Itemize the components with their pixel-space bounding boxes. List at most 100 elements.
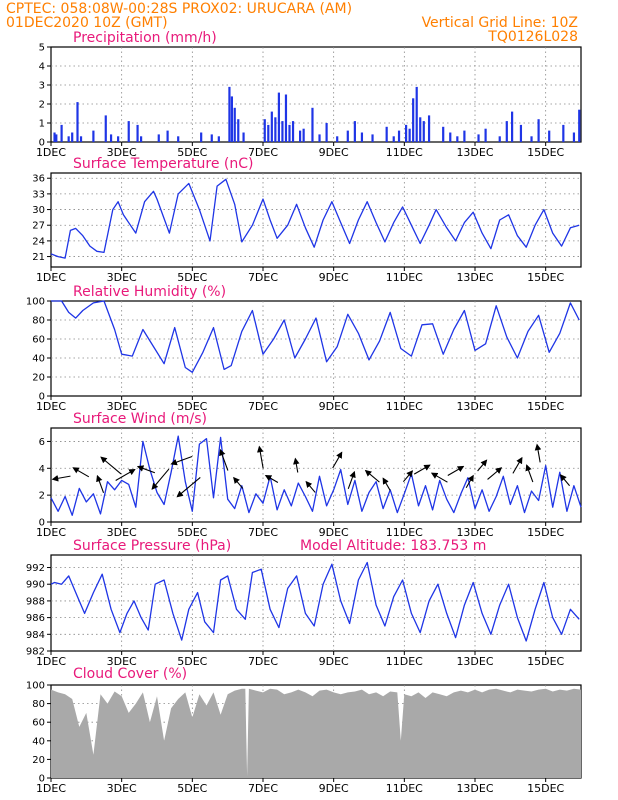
panel-title: Precipitation (mm/h) bbox=[73, 30, 217, 46]
y-tick-label: 40 bbox=[32, 736, 45, 747]
x-tick-label: 15DEC bbox=[527, 400, 564, 413]
wind-arrow bbox=[219, 448, 229, 471]
precip-bar bbox=[530, 136, 533, 142]
precip-bar bbox=[200, 132, 203, 142]
precip-bar bbox=[79, 136, 83, 142]
header-grid-note: Vertical Grid Line: 10Z bbox=[422, 15, 578, 31]
x-tick-label: 1DEC bbox=[36, 400, 66, 413]
x-tick-label: 1DEC bbox=[36, 655, 66, 668]
temp-line bbox=[50, 178, 580, 259]
x-tick-label: 5DEC bbox=[177, 271, 207, 284]
y-tick-label: 36 bbox=[32, 174, 45, 185]
precip-bar bbox=[548, 130, 551, 142]
precip-bar bbox=[274, 117, 277, 142]
y-tick-label: 2 bbox=[39, 100, 45, 111]
y-tick-label: 20 bbox=[32, 373, 45, 384]
x-tick-label: 13DEC bbox=[456, 146, 493, 159]
wind-arrow bbox=[72, 467, 90, 478]
precip-bar bbox=[76, 102, 79, 142]
panel-frame bbox=[50, 46, 582, 143]
x-tick-label: 7DEC bbox=[248, 655, 278, 668]
precip-bar bbox=[484, 128, 487, 142]
precip-bar bbox=[284, 94, 288, 142]
x-tick-label: 9DEC bbox=[319, 271, 349, 284]
y-tick-label: 5 bbox=[39, 43, 45, 54]
precip-bar bbox=[117, 136, 120, 142]
y-tick-label: 33 bbox=[32, 189, 45, 200]
x-tick-label: 13DEC bbox=[456, 271, 493, 284]
x-tick-label: 15DEC bbox=[527, 526, 564, 539]
panel-frame bbox=[50, 427, 582, 523]
y-tick-label: 986 bbox=[26, 613, 45, 624]
precip-bar bbox=[311, 107, 314, 142]
header-model-id: TQ0126L028 bbox=[487, 29, 578, 45]
precip-bar bbox=[385, 126, 388, 142]
x-tick-label: 9DEC bbox=[319, 400, 349, 413]
wind-arrow bbox=[151, 468, 170, 490]
wind-arrow bbox=[534, 443, 542, 463]
y-tick-label: 0 bbox=[39, 138, 45, 149]
x-tick-label: 15DEC bbox=[527, 782, 564, 795]
panel-title: Surface Pressure (hPa) bbox=[73, 538, 231, 554]
x-tick-label: 9DEC bbox=[319, 655, 349, 668]
panel-title: Surface Wind (m/s) bbox=[73, 411, 207, 427]
precip-bar bbox=[288, 124, 291, 142]
x-tick-label: 5DEC bbox=[177, 655, 207, 668]
y-tick-label: 4 bbox=[39, 62, 45, 73]
x-tick-label: 3DEC bbox=[107, 271, 137, 284]
wind-arrow bbox=[430, 472, 448, 483]
wind-arrow bbox=[233, 476, 244, 489]
panel-pres: 982 984 986 988 990 992 1DEC 3DEC 5DEC 7DEC 9DEC 11… bbox=[26, 538, 582, 668]
y-tick-label: 30 bbox=[32, 205, 45, 216]
panel-title: Relative Humidity (%) bbox=[73, 284, 226, 300]
precip-bar bbox=[572, 132, 576, 142]
precip-bar bbox=[157, 134, 160, 142]
precip-bar bbox=[217, 136, 220, 142]
precip-bar bbox=[449, 132, 452, 142]
y-tick-label: 27 bbox=[32, 221, 45, 232]
y-tick-label: 100 bbox=[26, 297, 45, 308]
precip-bar bbox=[537, 119, 540, 142]
x-tick-label: 15DEC bbox=[527, 146, 564, 159]
y-tick-label: 4 bbox=[39, 464, 45, 475]
x-tick-label: 11DEC bbox=[386, 526, 423, 539]
x-tick-label: 3DEC bbox=[107, 146, 137, 159]
precip-bar bbox=[228, 86, 231, 142]
precip-bar bbox=[136, 124, 139, 142]
x-tick-label: 13DEC bbox=[456, 400, 493, 413]
precip-bar bbox=[408, 128, 411, 142]
precip-bar bbox=[397, 130, 401, 142]
panel-frame bbox=[50, 300, 582, 397]
precip-bar bbox=[371, 134, 374, 142]
wind-arrow bbox=[293, 457, 300, 473]
x-tick-label: 11DEC bbox=[386, 146, 423, 159]
y-tick-label: 24 bbox=[32, 236, 45, 247]
x-tick-label: 5DEC bbox=[177, 526, 207, 539]
x-tick-label: 13DEC bbox=[456, 782, 493, 795]
wind-arrow bbox=[115, 468, 136, 481]
precip-bar bbox=[267, 124, 270, 142]
precip-bar bbox=[291, 121, 295, 142]
precip-bar bbox=[519, 124, 523, 142]
x-tick-label: 9DEC bbox=[319, 782, 349, 795]
x-tick-label: 3DEC bbox=[107, 526, 137, 539]
precip-bar bbox=[511, 111, 514, 142]
wind-arrow bbox=[264, 474, 279, 484]
precip-bar bbox=[166, 130, 169, 142]
precip-bar bbox=[67, 136, 70, 142]
precip-bar bbox=[419, 117, 422, 142]
x-tick-label: 5DEC bbox=[177, 146, 207, 159]
panel-frame bbox=[50, 172, 582, 268]
wind-arrow bbox=[136, 465, 156, 474]
chart-panels: 0 1 2 3 4 5 1DEC 3DEC 5DEC 7DEC 9DEC 11DEC 13DEC 15DE… bbox=[26, 30, 582, 795]
y-tick-label: 984 bbox=[26, 630, 45, 641]
y-tick-label: 988 bbox=[26, 596, 45, 607]
precip-bar bbox=[242, 132, 245, 142]
wind-arrow bbox=[559, 474, 571, 487]
x-tick-label: 3DEC bbox=[107, 400, 137, 413]
y-tick-label: 80 bbox=[32, 316, 45, 327]
cloud-cover-area bbox=[51, 688, 581, 778]
precip-bar bbox=[233, 107, 236, 142]
x-tick-label: 3DEC bbox=[107, 655, 137, 668]
